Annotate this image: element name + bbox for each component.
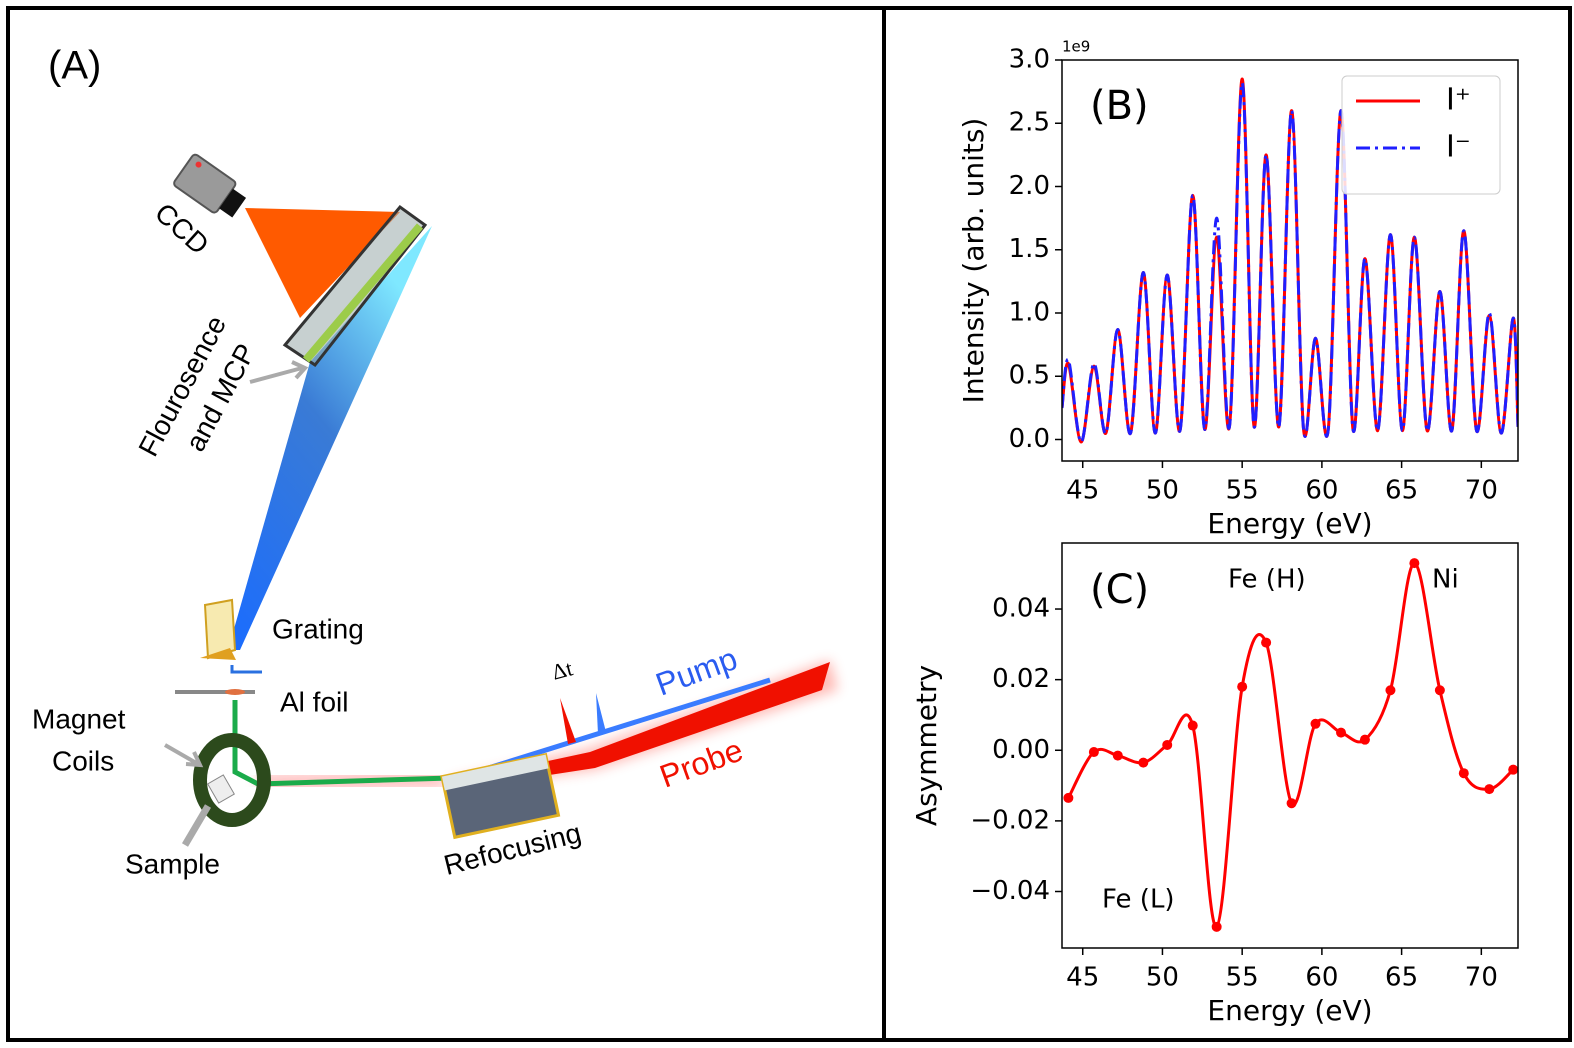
y-tick-label: 3.0 — [1009, 45, 1050, 75]
magnet-label: Coils — [52, 745, 114, 776]
y-axis-label: Asymmetry — [910, 665, 943, 826]
x-tick-label: 45 — [1066, 963, 1099, 993]
y-tick-label: 0.5 — [1009, 361, 1050, 391]
beam-mark — [230, 665, 262, 674]
panel-label: (A) — [48, 44, 101, 88]
x-tick-label: 45 — [1066, 476, 1099, 506]
x-tick-label: 50 — [1146, 963, 1179, 993]
y-tick-label: −0.02 — [970, 805, 1050, 835]
offset-label: 1e9 — [1062, 38, 1090, 56]
arrow — [164, 743, 204, 768]
magnet-label: Magnet — [32, 703, 126, 734]
charts: 45 50 55 60 65 70 0.0 0.5 1.0 1.5 2.0 2.5 3.0 Energy … — [910, 38, 1519, 1027]
y-tick-label: 0.04 — [992, 594, 1050, 624]
data-point — [1063, 792, 1074, 803]
series-line — [1062, 81, 1518, 444]
x-axis-label: Energy (eV) — [1207, 507, 1372, 540]
x-tick-label: 70 — [1465, 476, 1498, 506]
arrow — [249, 360, 309, 384]
x-tick-label: 60 — [1305, 963, 1338, 993]
foil-spot — [225, 689, 245, 695]
ccd-camera — [173, 153, 247, 218]
sample — [207, 774, 235, 804]
annotation: Fe (H) — [1228, 565, 1306, 595]
x-tick-label: 55 — [1226, 963, 1259, 993]
x-tick-label: 65 — [1385, 476, 1418, 506]
fluorescence-cone — [245, 208, 400, 318]
plot-frame — [1061, 542, 1519, 949]
phosphor — [302, 223, 424, 363]
data-point — [1359, 734, 1370, 745]
annotation: Fe (L) — [1102, 885, 1175, 915]
xuv-beam — [228, 226, 432, 650]
annotation: (C) — [1090, 567, 1149, 613]
legend-box — [1341, 75, 1501, 195]
grating-edge — [200, 648, 236, 660]
data-point — [1508, 764, 1519, 775]
data-point — [1385, 685, 1396, 696]
data-point — [1211, 921, 1222, 932]
grating — [203, 598, 237, 660]
legend-label: I⁻ — [1446, 130, 1471, 165]
y-tick-label: −0.04 — [970, 876, 1050, 906]
series-line — [1067, 561, 1515, 929]
data-point — [1336, 727, 1347, 738]
data-point — [1187, 720, 1198, 731]
refocusing-mirror — [440, 752, 561, 840]
arrow — [181, 804, 212, 847]
data-point — [1484, 784, 1495, 795]
y-tick-label: 1.5 — [1009, 234, 1050, 264]
annotation: Ni — [1432, 565, 1459, 595]
x-tick-label: 55 — [1226, 476, 1259, 506]
y-tick-label: 2.5 — [1009, 108, 1050, 138]
data-point — [1088, 747, 1099, 758]
pump-pulse — [596, 693, 606, 734]
y-tick-label: 0.00 — [992, 735, 1050, 765]
plot-frame — [1061, 59, 1519, 462]
x-tick-label: 60 — [1305, 476, 1338, 506]
data-point — [1162, 739, 1173, 750]
x-axis-label: Energy (eV) — [1207, 994, 1372, 1027]
magnet-coils — [193, 733, 271, 827]
data-point — [1237, 681, 1248, 692]
sample-label: Sample — [125, 848, 220, 879]
data-point — [1112, 750, 1123, 761]
y-axis-label: Intensity (arb. units) — [957, 118, 990, 404]
probe-pulse — [560, 698, 576, 744]
data-point — [1409, 558, 1420, 569]
x-tick-label: 50 — [1146, 476, 1179, 506]
grating-label: Grating — [272, 613, 364, 644]
data-point — [1138, 757, 1149, 768]
x-tick-label: 70 — [1465, 963, 1498, 993]
data-point — [1286, 798, 1297, 809]
data-point — [1434, 685, 1445, 696]
data-point — [1310, 718, 1321, 729]
y-tick-label: 0.0 — [1009, 424, 1050, 454]
foil-label: Al foil — [280, 686, 348, 717]
annotation: (B) — [1090, 83, 1149, 129]
data-point — [1458, 768, 1469, 779]
y-tick-label: 2.0 — [1009, 171, 1050, 201]
data-point — [1261, 637, 1272, 648]
frame — [6, 6, 1572, 1042]
x-tick-label: 65 — [1385, 963, 1418, 993]
y-tick-label: 1.0 — [1009, 297, 1050, 327]
legend-label: I⁺ — [1446, 83, 1471, 118]
chart-panel: 45 50 55 60 65 70 0.0 0.5 1.0 1.5 2.0 2.5 3.0 Energy … — [957, 38, 1519, 540]
y-tick-label: 0.02 — [992, 664, 1050, 694]
chart-panel: 45 50 55 60 65 70 −0.04 −0.02 0.00 0.02 0.04 Energy… — [910, 542, 1519, 1027]
